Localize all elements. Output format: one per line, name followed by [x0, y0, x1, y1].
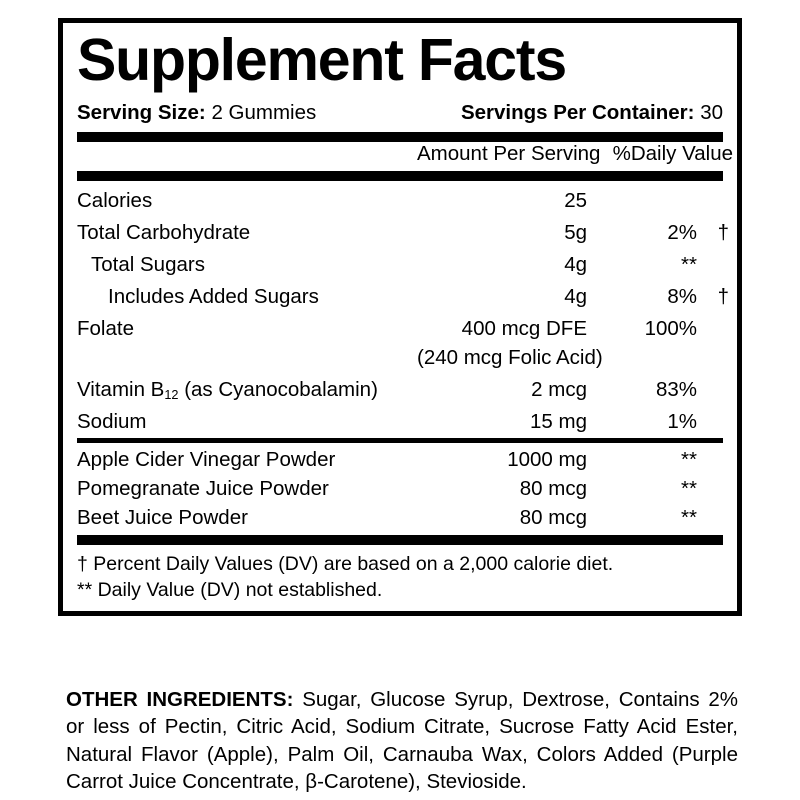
- botanicals-table: Apple Cider Vinegar Powder 1000 mg ** Po…: [77, 443, 733, 530]
- botanical-amount: 80 mcg: [519, 477, 587, 500]
- other-ingredients: OTHER INGREDIENTS: Sugar, Glucose Syrup,…: [66, 686, 738, 795]
- nutrient-mark: †: [717, 221, 729, 244]
- table-row: Pomegranate Juice Powder 80 mcg **: [77, 472, 733, 501]
- nutrient-dv: 8%: [667, 285, 697, 308]
- serving-size-label: Serving Size:: [77, 101, 206, 124]
- table-row: Folate 400 mcg DFE 100%: [77, 309, 733, 341]
- divider-below-column-headers: [77, 171, 723, 181]
- botanical-name: Apple Cider Vinegar Powder: [77, 448, 336, 471]
- divider-above-footnotes: [77, 535, 723, 545]
- nutrient-mark: [697, 309, 733, 341]
- nutrient-amount: 15 mg: [530, 410, 587, 433]
- supplement-facts-panel: Supplement Facts Serving Size: 2 Gummies…: [58, 18, 742, 617]
- servings-per-container-value: 30: [700, 101, 723, 124]
- nutrient-dv: 1%: [667, 410, 697, 433]
- nutrient-amount: 400 mcg DFE: [461, 317, 587, 340]
- table-row: Includes Added Sugars 4g 8% †: [77, 277, 733, 309]
- header-amount-per-serving: Amount Per Serving: [417, 142, 601, 165]
- table-row: Beet Juice Powder 80 mcg **: [77, 501, 733, 530]
- footnotes: † Percent Daily Values (DV) are based on…: [77, 552, 723, 603]
- table-row: (240 mcg Folic Acid): [77, 341, 733, 370]
- other-ingredients-text: Sugar, Glucose Syrup, Dextrose, Contains…: [66, 688, 738, 793]
- header-blank: [77, 142, 417, 166]
- nutrient-name: Includes Added Sugars: [108, 285, 319, 308]
- table-row: Total Sugars 4g **: [77, 245, 733, 277]
- table-row: Calories 25: [77, 181, 733, 213]
- table-row: Sodium 15 mg 1%: [77, 402, 733, 434]
- botanical-mark: [697, 501, 733, 530]
- botanicals-body: Apple Cider Vinegar Powder 1000 mg ** Po…: [77, 443, 733, 530]
- nutrient-amount: 4g: [564, 253, 587, 276]
- nutrient-amount: 25: [564, 189, 587, 212]
- folic-acid-subnote: (240 mcg Folic Acid): [417, 346, 603, 369]
- nutrient-dv: 100%: [644, 317, 697, 340]
- botanical-dv: **: [681, 477, 697, 500]
- nutrient-dv: [587, 181, 697, 213]
- page-title: Supplement Facts: [77, 27, 567, 93]
- nutrient-amount: 2 mcg: [531, 378, 587, 401]
- header-daily-value: %Daily Value: [612, 142, 733, 165]
- nutrient-mark: [697, 181, 733, 213]
- nutrients-body: Calories 25 Total Carbohydrate 5g 2% † T…: [77, 181, 733, 434]
- nutrient-mark: †: [717, 285, 729, 308]
- nutrient-name: Total Sugars: [91, 253, 205, 276]
- table-row: Vitamin B12 (as Cyanocobalamin) 2 mcg 83…: [77, 370, 733, 402]
- nutrient-amount: 4g: [564, 285, 587, 308]
- other-ingredients-label: OTHER INGREDIENTS:: [66, 688, 294, 711]
- nutrient-name: [77, 341, 417, 370]
- botanical-dv: **: [681, 448, 697, 471]
- nutrient-mark: [697, 341, 733, 370]
- nutrient-mark: [697, 370, 733, 402]
- serving-size-value: 2 Gummies: [211, 101, 317, 124]
- nutrient-dv: 83%: [655, 378, 697, 401]
- botanical-dv: **: [681, 506, 697, 529]
- nutrient-name: Vitamin B12 (as Cyanocobalamin): [77, 378, 378, 403]
- footnote-not-established: ** Daily Value (DV) not established.: [77, 578, 383, 601]
- nutrient-name: Sodium: [77, 410, 147, 433]
- nutrient-name: Calories: [77, 189, 153, 212]
- nutrient-dv: 2%: [667, 221, 697, 244]
- serving-size: Serving Size: 2 Gummies: [77, 101, 316, 125]
- nutrition-table: Amount Per Serving %Daily Value: [77, 142, 733, 166]
- nutrient-name: Total Carbohydrate: [77, 221, 251, 244]
- serving-info-row: Serving Size: 2 Gummies Servings Per Con…: [77, 101, 723, 125]
- table-row: Total Carbohydrate 5g 2% †: [77, 213, 733, 245]
- botanical-mark: [697, 472, 733, 501]
- botanical-amount: 1000 mg: [507, 448, 587, 471]
- botanical-mark: [697, 443, 733, 472]
- nutrient-dv: [587, 341, 697, 370]
- botanical-name: Pomegranate Juice Powder: [77, 477, 329, 500]
- divider-above-botanicals: [77, 438, 723, 443]
- nutrient-name: Folate: [77, 317, 134, 340]
- nutrient-amount: 5g: [564, 221, 587, 244]
- nutrient-mark: [697, 402, 733, 434]
- footnote-daily-value: † Percent Daily Values (DV) are based on…: [77, 553, 614, 575]
- servings-per-container-label: Servings Per Container:: [460, 101, 695, 124]
- divider-below-serving-info: [77, 132, 723, 142]
- nutrients-table: Calories 25 Total Carbohydrate 5g 2% † T…: [77, 181, 733, 434]
- botanical-name: Beet Juice Powder: [77, 506, 248, 529]
- table-header-row: Amount Per Serving %Daily Value: [77, 142, 733, 166]
- nutrient-dv: **: [681, 253, 697, 276]
- servings-per-container: Servings Per Container: 30: [461, 101, 723, 125]
- botanical-amount: 80 mcg: [519, 506, 587, 529]
- nutrient-mark: [697, 245, 733, 277]
- table-row: Apple Cider Vinegar Powder 1000 mg **: [77, 443, 733, 472]
